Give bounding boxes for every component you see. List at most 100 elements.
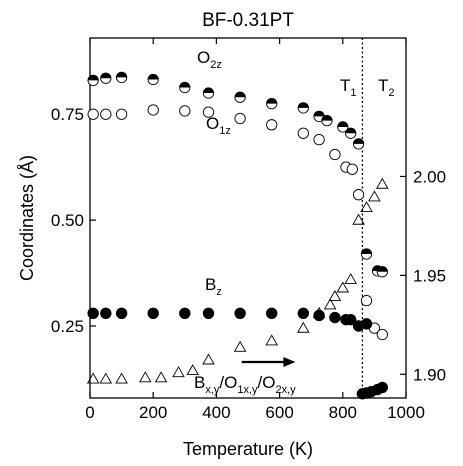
annotation-bz-main: B — [205, 275, 216, 294]
annotation-t2: T2 — [378, 76, 395, 99]
point-3-1 — [99, 372, 113, 384]
annotation-o2z-sub: 2z — [210, 59, 222, 71]
point-2-3 — [147, 307, 159, 319]
annotation-bxy-o2: /O — [258, 373, 276, 392]
point-0-14 — [360, 248, 373, 260]
y-tick-label-left-1: 0.50 — [51, 211, 84, 230]
series-2 — [87, 307, 388, 400]
annotation-o1z: O1z — [206, 114, 231, 137]
point-3-6 — [186, 364, 199, 376]
point-1-2 — [115, 108, 128, 120]
point-0-3 — [147, 73, 159, 86]
y-tick-label-left-0: 0.25 — [51, 317, 84, 336]
x-tick-label-5: 1000 — [387, 403, 425, 422]
point-3-16 — [352, 213, 365, 225]
point-0-5 — [202, 87, 215, 99]
point-1-7 — [266, 119, 278, 131]
annotation-bxy-o1: /O — [219, 373, 237, 392]
point-0-16 — [376, 266, 388, 278]
point-3-19 — [376, 177, 389, 189]
point-1-1 — [100, 108, 112, 120]
point-3-11 — [312, 306, 326, 318]
point-3-5 — [172, 366, 185, 378]
point-0-7 — [266, 97, 278, 110]
point-1-12 — [346, 163, 358, 175]
point-3-17 — [360, 201, 373, 212]
annotation-bxy-o2-sub: 2x,y — [276, 384, 297, 396]
point-3-18 — [368, 190, 381, 202]
point-0-2 — [115, 71, 128, 84]
annotation-bxy-b-sub: x,y — [205, 384, 220, 396]
ticks: 0 200 400 600 800 1000 0.25 0.50 0.75 1.90 1.95 2.0… — [51, 38, 446, 422]
annotation-t2-sub: 2 — [388, 87, 394, 99]
annotation-t1-main: T — [340, 76, 350, 95]
point-3-10 — [297, 321, 310, 333]
series-3 — [86, 177, 389, 384]
point-2-6 — [234, 307, 246, 319]
annotation-bxy: Bx,y/O1x,y/O2x,y — [194, 373, 296, 396]
point-1-13 — [352, 189, 365, 201]
point-0-0 — [87, 74, 99, 87]
annotation-t2-main: T — [378, 76, 388, 95]
point-0-4 — [179, 81, 191, 94]
point-1-0 — [87, 108, 99, 120]
point-3-3 — [139, 371, 152, 383]
direction-arrow — [241, 357, 296, 367]
annotation-t1-sub: 1 — [350, 87, 356, 99]
point-2-9 — [313, 309, 325, 322]
y-tick-label-right-1: 1.95 — [413, 266, 446, 285]
annotation-o1z-main: O — [206, 114, 219, 133]
point-0-11 — [337, 121, 349, 133]
point-3-13 — [328, 289, 342, 301]
x-tick-label-2: 400 — [202, 403, 230, 422]
point-1-10 — [329, 148, 341, 161]
x-tick-label-1: 200 — [139, 403, 167, 422]
point-0-10 — [321, 114, 333, 127]
chart-title: BF-0.31PT — [202, 10, 294, 31]
point-2-1 — [100, 307, 112, 319]
point-1-14 — [360, 294, 373, 307]
x-axis-label: Temperature (K) — [183, 439, 313, 459]
x-tick-label-4: 800 — [329, 403, 357, 422]
point-3-2 — [115, 372, 128, 384]
plot-frame — [89, 37, 407, 399]
point-3-8 — [233, 340, 247, 352]
point-2-10 — [329, 311, 341, 324]
point-3-7 — [202, 353, 215, 365]
point-0-12 — [345, 127, 357, 139]
point-2-5 — [202, 307, 215, 319]
point-1-8 — [297, 127, 309, 139]
series-0 — [87, 71, 388, 278]
point-2-2 — [115, 307, 128, 319]
point-0-6 — [234, 91, 246, 103]
point-3-0 — [86, 372, 100, 384]
y-tick-label-right-0: 1.90 — [413, 365, 446, 384]
annotation-o1z-sub: 1z — [219, 125, 231, 137]
point-2-19 — [376, 381, 388, 394]
annotation-o2z-main: O — [197, 48, 210, 67]
x-tick-label-3: 600 — [265, 403, 293, 422]
point-1-9 — [313, 133, 325, 146]
point-0-1 — [100, 72, 112, 84]
point-3-9 — [265, 334, 278, 346]
y-axis-label: Coordinates (Å) — [17, 155, 37, 281]
y-tick-label-right-2: 2.00 — [413, 167, 446, 186]
arrow-head — [283, 357, 296, 367]
annotation-t1: T1 — [340, 76, 357, 99]
point-1-16 — [376, 328, 388, 341]
point-2-0 — [87, 307, 99, 319]
point-1-5 — [202, 106, 215, 118]
point-1-6 — [234, 112, 246, 125]
point-2-4 — [179, 307, 191, 319]
point-2-7 — [266, 307, 278, 319]
point-0-13 — [352, 138, 365, 150]
annotation-bxy-o1-sub: 1x,y — [237, 384, 258, 396]
point-2-12 — [345, 313, 357, 326]
y-tick-label-left-2: 0.75 — [51, 105, 84, 124]
annotation-bz: Bz — [205, 275, 222, 298]
point-0-8 — [297, 102, 309, 114]
point-1-4 — [179, 105, 191, 117]
annotation-o2z: O2z — [197, 48, 222, 71]
point-2-14 — [360, 318, 373, 330]
